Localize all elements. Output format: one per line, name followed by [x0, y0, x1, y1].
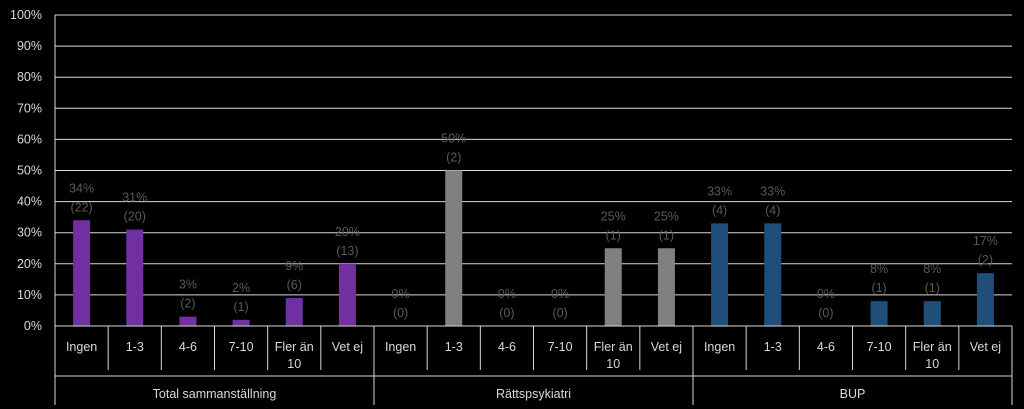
- x-tick-label: Ingen: [66, 340, 97, 354]
- y-tick-label: 40%: [17, 195, 42, 209]
- bar: [445, 170, 463, 326]
- data-label-percent: 33%: [707, 184, 732, 198]
- bar: [73, 220, 91, 326]
- x-tick-label: Ingen: [385, 340, 416, 354]
- x-tick-label: 1-3: [445, 340, 463, 354]
- bar: [126, 229, 144, 326]
- y-tick-label: 70%: [17, 101, 42, 115]
- data-label-percent: 0%: [392, 287, 410, 301]
- data-label-percent: 17%: [973, 234, 998, 248]
- data-label-count: (1): [606, 228, 621, 242]
- bar: [285, 298, 303, 326]
- data-label-percent: 20%: [335, 225, 360, 239]
- bar: [657, 248, 675, 326]
- data-label-count: (0): [552, 306, 567, 320]
- x-tick-label: 10: [925, 357, 939, 371]
- data-label-percent: 0%: [551, 287, 569, 301]
- x-tick-label: 1-3: [126, 340, 144, 354]
- bar: [232, 319, 250, 326]
- data-label-count: (4): [712, 203, 727, 217]
- data-label-count: (22): [70, 200, 92, 214]
- y-tick-label: 10%: [17, 288, 42, 302]
- bar: [179, 316, 197, 326]
- data-label-count: (1): [233, 300, 248, 314]
- bar: [338, 263, 356, 326]
- data-label-count: (2): [446, 151, 461, 165]
- group-label: Total sammanställning: [153, 387, 277, 401]
- data-label-percent: 25%: [654, 209, 679, 223]
- x-tick-label: 4-6: [498, 340, 516, 354]
- data-label-count: (2): [180, 297, 195, 311]
- x-tick-label: Vet ej: [332, 340, 363, 354]
- data-label-percent: 8%: [923, 262, 941, 276]
- x-tick-label: Fler än: [594, 340, 633, 354]
- data-label-count: (0): [393, 306, 408, 320]
- data-label-percent: 34%: [69, 181, 94, 195]
- group-label: BUP: [840, 387, 866, 401]
- data-label-percent: 0%: [817, 287, 835, 301]
- data-label-percent: 3%: [179, 278, 197, 292]
- x-tick-label: Fler än: [913, 340, 952, 354]
- bar: [923, 301, 941, 326]
- y-tick-label: 100%: [10, 8, 42, 22]
- data-label-count: (13): [336, 244, 358, 258]
- data-label-count: (20): [124, 210, 146, 224]
- data-label-percent: 31%: [122, 191, 147, 205]
- x-tick-label: 10: [606, 357, 620, 371]
- data-label-count: (1): [925, 281, 940, 295]
- group-label: Rättspsykiatri: [496, 387, 571, 401]
- bar: [604, 248, 622, 326]
- data-label-count: (0): [499, 306, 514, 320]
- x-tick-label: 1-3: [764, 340, 782, 354]
- y-tick-label: 30%: [17, 226, 42, 240]
- bar: [870, 301, 888, 326]
- data-label-count: (6): [287, 278, 302, 292]
- x-tick-label: Ingen: [704, 340, 735, 354]
- y-tick-label: 60%: [17, 132, 42, 146]
- x-tick-label: 10: [287, 357, 301, 371]
- data-label-count: (2): [978, 253, 993, 267]
- bar: [976, 273, 994, 326]
- x-tick-label: 4-6: [817, 340, 835, 354]
- bar: [764, 223, 782, 326]
- data-label-percent: 25%: [601, 209, 626, 223]
- y-tick-label: 50%: [17, 164, 42, 178]
- x-tick-label: 7-10: [867, 340, 892, 354]
- x-tick-label: Vet ej: [970, 340, 1001, 354]
- data-label-percent: 0%: [498, 287, 516, 301]
- data-label-count: (1): [871, 281, 886, 295]
- x-tick-label: Vet ej: [651, 340, 682, 354]
- y-tick-label: 80%: [17, 70, 42, 84]
- data-label-percent: 33%: [760, 184, 785, 198]
- data-label-count: (4): [765, 203, 780, 217]
- x-tick-label: 7-10: [229, 340, 254, 354]
- x-tick-label: 7-10: [548, 340, 573, 354]
- data-label-percent: 8%: [870, 262, 888, 276]
- y-tick-label: 90%: [17, 39, 42, 53]
- x-tick-label: 4-6: [179, 340, 197, 354]
- data-label-percent: 50%: [441, 132, 466, 146]
- y-tick-label: 0%: [24, 319, 42, 333]
- y-tick-label: 20%: [17, 257, 42, 271]
- bar: [711, 223, 729, 326]
- data-label-percent: 9%: [285, 259, 303, 273]
- data-label-count: (0): [818, 306, 833, 320]
- data-label-percent: 2%: [232, 281, 250, 295]
- x-tick-label: Fler än: [275, 340, 314, 354]
- data-label-count: (1): [659, 228, 674, 242]
